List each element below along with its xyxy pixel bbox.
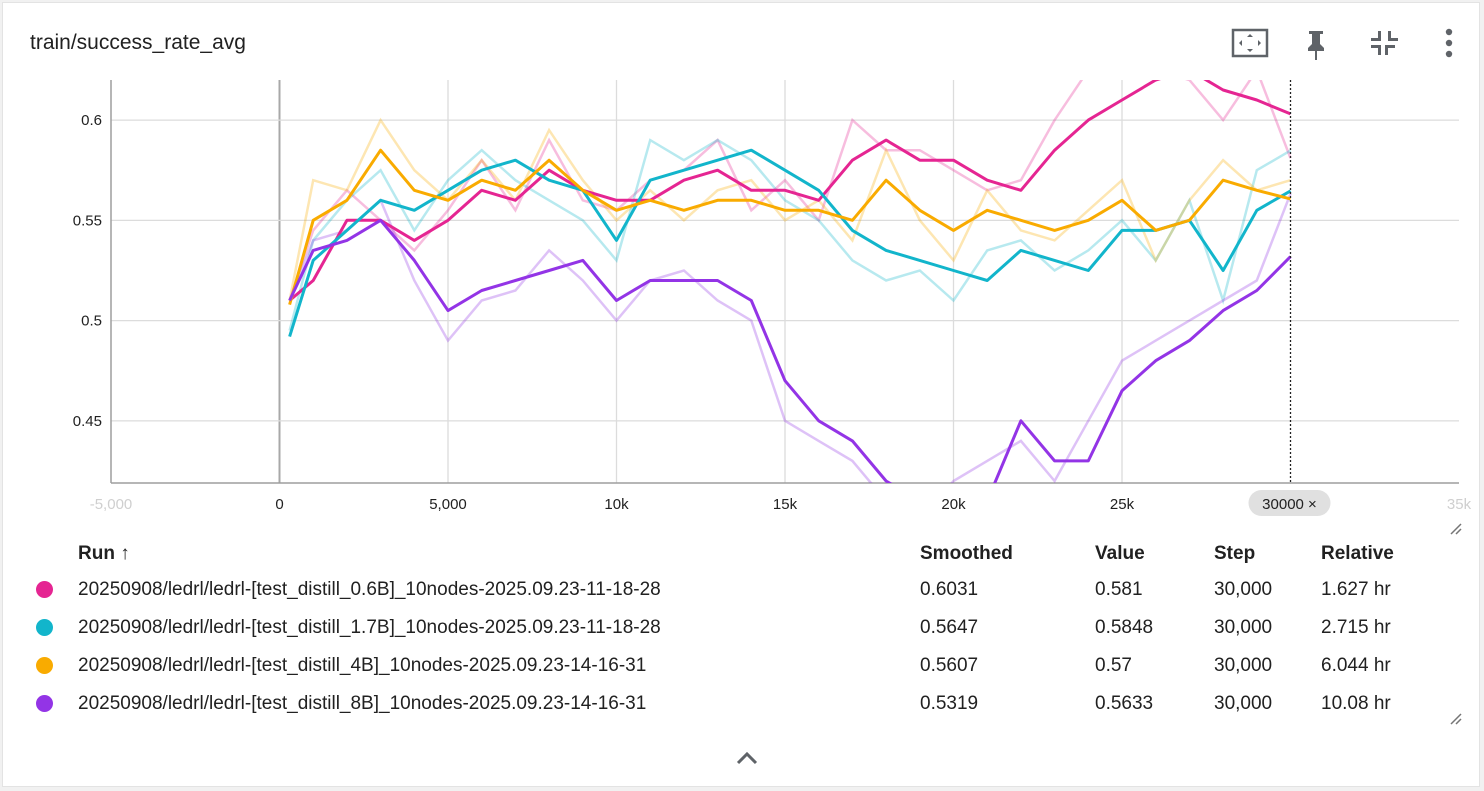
run-name: 20250908/ledrl/ledrl-[test_distill_1.7B]…	[78, 617, 661, 638]
series-smoothed-line-3	[288, 218, 1292, 483]
relative-time: 1.627 hr	[1321, 579, 1391, 600]
table-row[interactable]: 20250908/ledrl/ledrl-[test_distill_1.7B]…	[3, 609, 1481, 647]
table-row[interactable]: 20250908/ledrl/ledrl-[test_distill_4B]_1…	[3, 647, 1481, 685]
fit-domain-button[interactable]	[1230, 23, 1270, 63]
cursor-chip	[1248, 490, 1331, 516]
series-smoothed-line-0	[288, 80, 1292, 302]
raw-value: 0.5633	[1095, 693, 1154, 714]
header-step[interactable]: Step	[1214, 543, 1256, 564]
pin-button[interactable]	[1296, 23, 1336, 63]
header-value[interactable]: Value	[1095, 543, 1145, 564]
card-title: train/success_rate_avg	[30, 31, 246, 54]
line-chart[interactable]: -5,000 0 5,000 10k 15k 20k 25k 35k 0.45 0.5 0.55 0.…	[3, 3, 1481, 533]
run-color-dot	[36, 619, 53, 636]
x-tick-label: 35k	[1447, 496, 1472, 513]
header-run[interactable]: Run ↑	[78, 543, 130, 564]
x-tick-label: 15k	[773, 496, 798, 513]
table-row[interactable]: 20250908/ledrl/ledrl-[test_distill_8B]_1…	[3, 685, 1481, 723]
header-relative[interactable]: Relative	[1321, 543, 1394, 564]
smoothed-value: 0.5607	[920, 655, 979, 676]
step-value: 30,000	[1214, 617, 1273, 638]
run-color-dot	[36, 581, 53, 598]
y-tick-label: 0.45	[73, 413, 102, 430]
table-row[interactable]: 20250908/ledrl/ledrl-[test_distill_0.6B]…	[3, 571, 1481, 609]
step-value: 30,000	[1214, 655, 1273, 676]
series-raw-line-0	[288, 80, 1292, 301]
cursor-chip-label: 30000 ×	[1262, 496, 1317, 513]
run-name: 20250908/ledrl/ledrl-[test_distill_0.6B]…	[78, 579, 661, 600]
smoothed-value: 0.5647	[920, 617, 979, 638]
x-tick-label: 25k	[1110, 496, 1135, 513]
y-tick-label: 0.6	[81, 112, 102, 129]
fit-to-domain-icon	[1231, 28, 1269, 58]
step-value: 30,000	[1214, 579, 1273, 600]
series-smoothed-line-2	[288, 148, 1291, 306]
header-smoothed[interactable]: Smoothed	[920, 543, 1013, 564]
more-options-button[interactable]	[1429, 23, 1469, 63]
series-raw-line-1	[288, 138, 1292, 331]
x-tick-label: -5,000	[90, 496, 133, 513]
relative-time: 2.715 hr	[1321, 617, 1391, 638]
series-smoothed-line-1	[288, 148, 1292, 338]
resize-handle-icon[interactable]	[1448, 521, 1462, 535]
raw-value: 0.57	[1095, 655, 1132, 676]
smoothed-value: 0.5319	[920, 693, 979, 714]
series-raw-line-3	[288, 193, 1292, 483]
smoothed-value: 0.6031	[920, 579, 979, 600]
run-name: 20250908/ledrl/ledrl-[test_distill_4B]_1…	[78, 655, 647, 676]
y-tick-label: 0.55	[73, 212, 102, 229]
step-value: 30,000	[1214, 693, 1273, 714]
run-color-dot	[36, 657, 53, 674]
x-tick-label: 0	[275, 496, 283, 513]
raw-value: 0.5848	[1095, 617, 1154, 638]
run-color-dot	[36, 695, 53, 712]
raw-value: 0.581	[1095, 579, 1143, 600]
relative-time: 6.044 hr	[1321, 655, 1391, 676]
pin-icon	[1308, 31, 1324, 60]
more-vertical-icon	[1445, 28, 1453, 58]
relative-time: 10.08 hr	[1321, 693, 1391, 714]
x-tick-label: 20k	[941, 496, 966, 513]
run-name: 20250908/ledrl/ledrl-[test_distill_8B]_1…	[78, 693, 647, 714]
x-tick-label: 10k	[604, 496, 629, 513]
y-tick-label: 0.5	[81, 313, 102, 330]
x-tick-label: 5,000	[429, 496, 467, 513]
chevron-up-icon[interactable]	[733, 745, 761, 773]
resize-handle-icon[interactable]	[1448, 711, 1462, 725]
